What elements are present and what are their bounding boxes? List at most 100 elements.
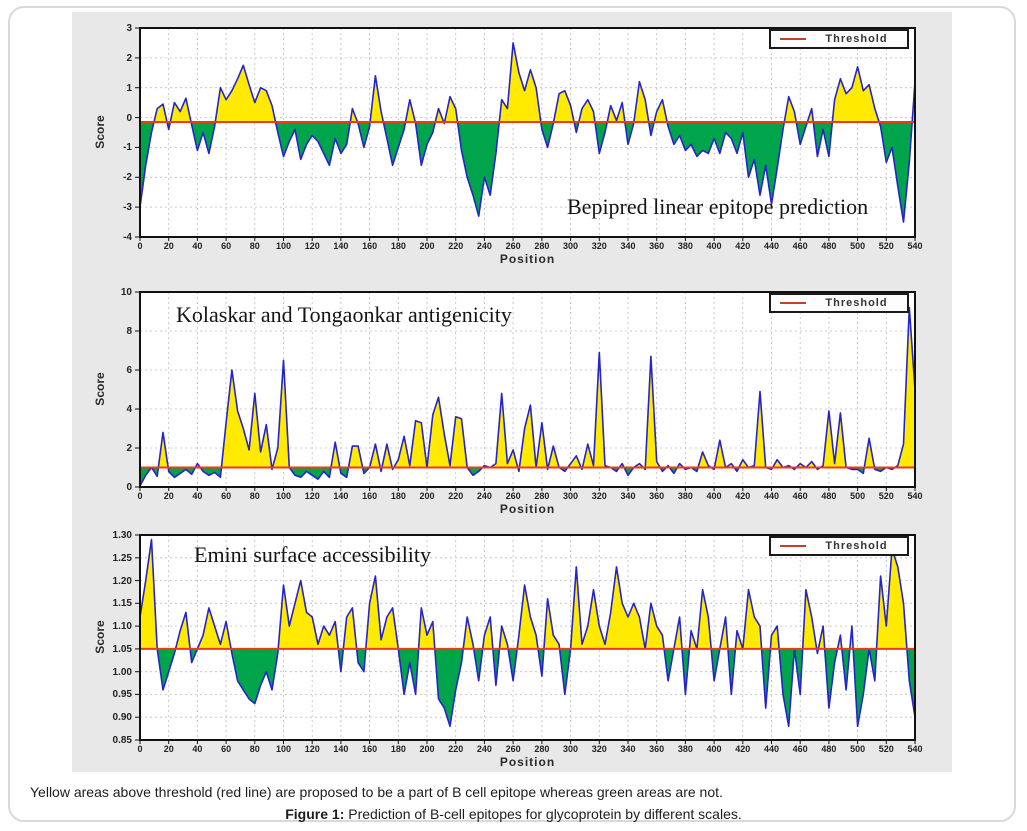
y-tick-label: 1.30 bbox=[112, 530, 132, 541]
x-tick-label: 500 bbox=[850, 491, 866, 501]
x-tick-label: 380 bbox=[677, 491, 693, 501]
x-tick-label: 380 bbox=[677, 744, 693, 754]
x-tick-label: 200 bbox=[419, 744, 435, 754]
score-axis-label: Score bbox=[93, 114, 107, 149]
y-tick-label: -4 bbox=[123, 232, 132, 243]
chart-title: Kolaskar and Tongaonkar antigenicity bbox=[176, 302, 512, 327]
x-tick-label: 520 bbox=[878, 241, 894, 251]
x-tick-label: 240 bbox=[476, 241, 492, 251]
x-tick-label: 460 bbox=[792, 241, 808, 251]
x-tick-label: 100 bbox=[276, 744, 292, 754]
x-tick-labels: 0 20 40 60 80 100 120 140 160 180 200 220 240 260 280 3… bbox=[137, 744, 922, 756]
x-tick-label: 80 bbox=[249, 241, 260, 251]
x-tick-label: 520 bbox=[878, 491, 894, 501]
x-tick-label: 0 bbox=[137, 491, 143, 501]
y-tick-label: 1.15 bbox=[112, 598, 132, 610]
chart-title: Emini surface accessibility bbox=[194, 542, 432, 567]
x-tick-label: 260 bbox=[505, 241, 521, 251]
x-tick-label: 440 bbox=[763, 241, 779, 251]
x-tick-label: 180 bbox=[390, 744, 406, 754]
legend-label: Threshold bbox=[825, 297, 888, 309]
x-tick-label: 300 bbox=[563, 491, 579, 501]
x-tick-label: 60 bbox=[221, 744, 232, 754]
x-tick-labels: 0 20 40 60 80 100 120 140 160 180 200 220 240 260 280 3… bbox=[137, 241, 922, 253]
legend-label: Threshold bbox=[825, 540, 888, 552]
y-tick-label: 1.25 bbox=[112, 552, 132, 564]
x-tick-label: 280 bbox=[534, 491, 550, 501]
x-tick-label: 460 bbox=[792, 744, 808, 754]
figure-note: Yellow areas above threshold (red line) … bbox=[30, 784, 723, 800]
x-tick-label: 100 bbox=[276, 491, 292, 501]
x-tick-label: 320 bbox=[591, 491, 607, 501]
legend-label: Threshold bbox=[825, 33, 888, 45]
x-tick-label: 20 bbox=[163, 744, 174, 754]
figure-caption-text: Prediction of B-cell epitopes for glycop… bbox=[344, 806, 742, 822]
x-tick-label: 440 bbox=[763, 491, 779, 501]
x-tick-label: 280 bbox=[534, 241, 550, 251]
x-tick-label: 400 bbox=[706, 491, 722, 501]
y-tick-label: 1.20 bbox=[112, 575, 132, 587]
x-tick-label: 180 bbox=[390, 491, 406, 501]
x-tick-label: 540 bbox=[907, 241, 923, 251]
y-tick-label: 8 bbox=[126, 326, 132, 337]
x-tick-label: 540 bbox=[907, 491, 923, 501]
threshold-line-swatch bbox=[780, 545, 806, 547]
x-tick-label: 180 bbox=[390, 241, 406, 251]
y-tick-label: 1 bbox=[126, 82, 132, 94]
plot-border bbox=[139, 534, 916, 741]
y-tick-label: 0.90 bbox=[112, 712, 132, 724]
x-tick-label: 0 bbox=[137, 241, 143, 251]
x-tick-label: 420 bbox=[735, 241, 751, 251]
plot-svg-1 bbox=[135, 291, 916, 491]
x-tick-label: 360 bbox=[649, 241, 665, 251]
chart-title: Bepipred linear epitope prediction bbox=[567, 194, 869, 219]
y-tick-label: 10 bbox=[120, 287, 132, 298]
plot-border bbox=[139, 291, 916, 488]
x-tick-label: 480 bbox=[821, 241, 837, 251]
x-tick-label: 260 bbox=[505, 491, 521, 501]
x-tick-label: 480 bbox=[821, 491, 837, 501]
y-tick-label: 1.00 bbox=[112, 666, 132, 678]
x-tick-label: 80 bbox=[249, 491, 260, 501]
x-tick-label: 260 bbox=[505, 744, 521, 754]
x-tick-label: 0 bbox=[137, 744, 143, 754]
threshold-line-swatch bbox=[780, 38, 806, 40]
x-tick-label: 340 bbox=[620, 491, 636, 501]
x-tick-label: 160 bbox=[362, 491, 378, 501]
legend-box: Threshold bbox=[769, 293, 909, 313]
y-tick-label: -2 bbox=[123, 172, 132, 184]
x-tick-label: 360 bbox=[649, 491, 665, 501]
area-above-threshold bbox=[140, 539, 915, 649]
x-tick-label: 400 bbox=[706, 744, 722, 754]
x-tick-label: 200 bbox=[419, 491, 435, 501]
y-tick-label: 2 bbox=[126, 443, 132, 454]
x-tick-label: 160 bbox=[362, 241, 378, 251]
x-tick-label: 220 bbox=[448, 744, 464, 754]
figure-caption-label: Figure 1: bbox=[285, 806, 345, 822]
x-tick-label: 420 bbox=[735, 491, 751, 501]
x-tick-label: 100 bbox=[276, 241, 292, 251]
x-tick-label: 140 bbox=[333, 491, 349, 501]
x-tick-label: 120 bbox=[304, 491, 320, 501]
position-axis-label: Position bbox=[499, 755, 556, 769]
x-tick-label: 220 bbox=[448, 241, 464, 251]
x-tick-label: 160 bbox=[362, 744, 378, 754]
x-tick-label: 340 bbox=[620, 241, 636, 251]
x-tick-label: 20 bbox=[163, 491, 174, 501]
x-tick-label: 80 bbox=[249, 744, 260, 754]
x-tick-label: 520 bbox=[878, 744, 894, 754]
y-tick-label: 4 bbox=[126, 404, 132, 415]
figure-caption: Figure 1: Prediction of B-cell epitopes … bbox=[0, 806, 1027, 822]
position-axis-label: Position bbox=[499, 252, 556, 266]
x-tick-label: 280 bbox=[534, 744, 550, 754]
x-tick-label: 380 bbox=[677, 241, 693, 251]
score-axis-label: Score bbox=[93, 619, 107, 654]
y-tick-label: 3 bbox=[126, 23, 132, 34]
x-tick-label: 340 bbox=[620, 744, 636, 754]
x-tick-label: 240 bbox=[476, 744, 492, 754]
plot-background bbox=[140, 28, 915, 237]
y-tick-label: -3 bbox=[123, 202, 132, 214]
y-tick-label: 0 bbox=[126, 112, 132, 124]
x-tick-label: 140 bbox=[333, 744, 349, 754]
area-above-threshold bbox=[140, 307, 915, 468]
